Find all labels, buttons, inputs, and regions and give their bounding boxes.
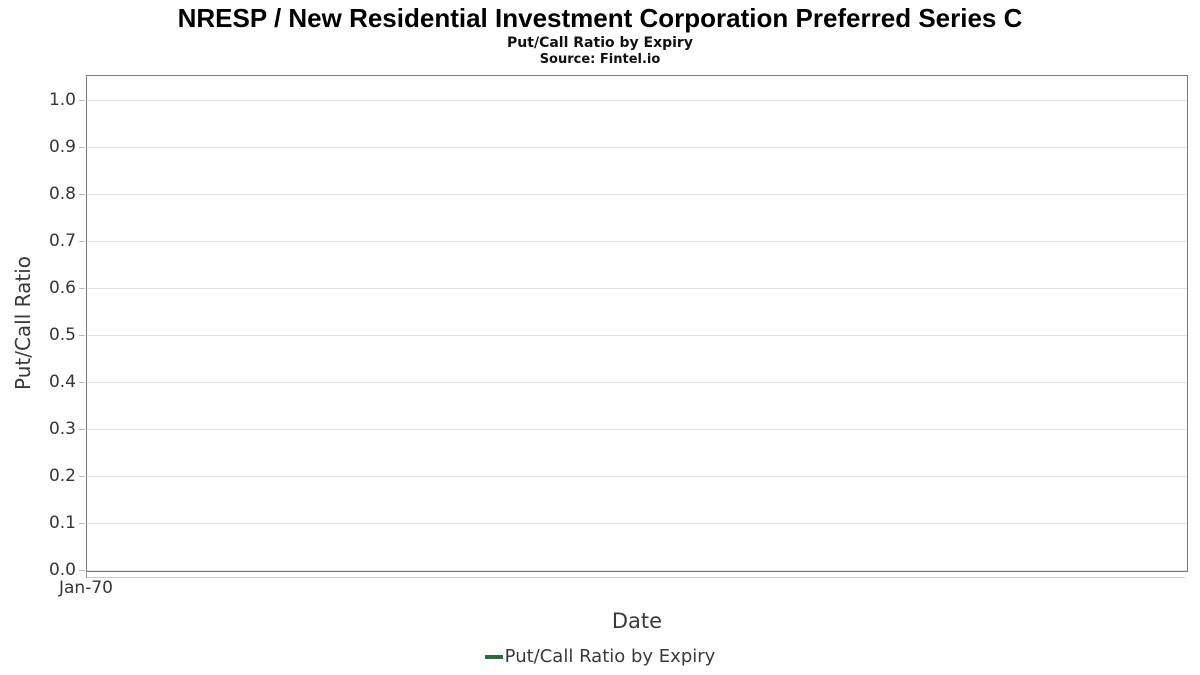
x-tick-label: Jan-70 — [59, 578, 113, 598]
gridline — [87, 146, 1187, 148]
x-axis-title: Date — [611, 609, 663, 633]
y-tick-mark — [79, 241, 85, 242]
y-tick-label: 0.4 — [48, 372, 76, 392]
gridline — [87, 569, 1187, 571]
y-tick-mark — [79, 100, 85, 101]
y-tick-label: 0.8 — [48, 184, 76, 204]
y-tick-mark — [79, 523, 85, 524]
y-tick-label: 1.0 — [48, 90, 76, 110]
gridline — [87, 240, 1187, 242]
y-tick-mark — [79, 570, 85, 571]
y-tick-mark — [79, 476, 85, 477]
plot-area — [86, 75, 1188, 572]
gridline — [87, 334, 1187, 336]
gridline — [87, 428, 1187, 430]
gridline — [87, 193, 1187, 195]
y-tick-label: 0.5 — [48, 325, 76, 345]
y-tick-label: 0.7 — [48, 231, 76, 251]
y-tick-label: 0.6 — [48, 278, 76, 298]
y-tick-mark — [79, 288, 85, 289]
x-axis-line — [87, 577, 1185, 578]
y-tick-label: 0.9 — [48, 137, 76, 157]
gridline — [87, 287, 1187, 289]
legend-line-icon — [484, 654, 503, 659]
y-tick-label: 0.3 — [48, 419, 76, 439]
y-tick-label: 0.2 — [48, 466, 76, 486]
y-tick-mark — [79, 335, 85, 336]
gridline — [87, 522, 1187, 524]
y-axis-title: Put/Call Ratio — [11, 255, 35, 391]
chart-subtitle: Put/Call Ratio by Expiry — [507, 35, 693, 51]
y-tick-label: 0.0 — [48, 560, 76, 580]
y-tick-mark — [79, 382, 85, 383]
gridline — [87, 99, 1187, 101]
chart-title: NRESP / New Residential Investment Corpo… — [177, 3, 1023, 33]
y-tick-mark — [79, 194, 85, 195]
legend: Put/Call Ratio by Expiry — [0, 646, 1200, 667]
y-tick-mark — [79, 147, 85, 148]
legend-label: Put/Call Ratio by Expiry — [504, 646, 716, 667]
gridline — [87, 475, 1187, 477]
gridline — [87, 381, 1187, 383]
x-tick-mark — [85, 572, 87, 578]
chart-source: Source: Fintel.io — [539, 52, 661, 67]
y-tick-mark — [79, 429, 85, 430]
y-tick-label: 0.1 — [48, 513, 76, 533]
